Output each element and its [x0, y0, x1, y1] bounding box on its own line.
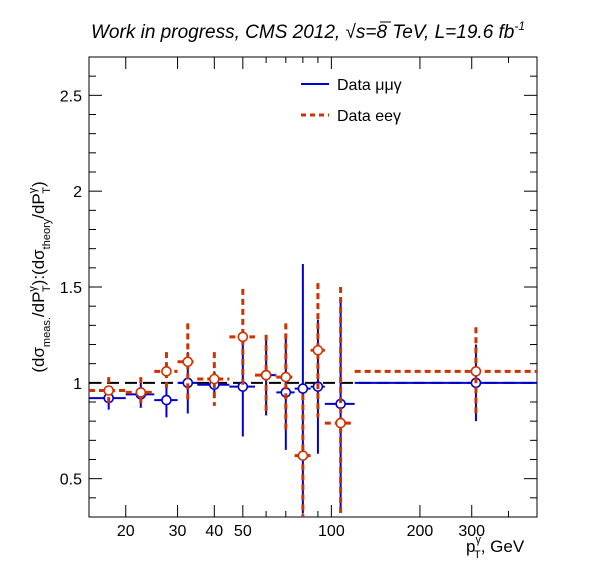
data-point	[154, 352, 178, 391]
point-marker	[135, 387, 147, 398]
x-tick-label: 20	[117, 523, 135, 540]
data-point	[294, 264, 311, 514]
point-marker	[312, 344, 324, 356]
point-marker	[237, 331, 249, 343]
point-marker	[335, 417, 346, 429]
data-point	[276, 323, 295, 431]
y-axis-label: (dσmeas./dPγ T):(dσtheory/dPγ T)	[27, 181, 53, 372]
point-marker	[260, 369, 272, 381]
legend: Data μμγ Data eeγ	[301, 77, 402, 125]
point-marker	[161, 366, 172, 377]
data-point	[254, 334, 277, 416]
data-point	[125, 377, 155, 408]
point-marker	[297, 383, 309, 394]
x-tick-label: 40	[205, 523, 223, 540]
point-marker	[182, 356, 194, 368]
point-marker	[297, 450, 309, 461]
series-mumugamma	[89, 264, 537, 514]
data-point	[294, 394, 311, 517]
data-point	[229, 288, 255, 385]
data-point	[177, 323, 198, 401]
data-series	[89, 264, 537, 517]
data-point	[310, 283, 325, 418]
legend-label-mumugamma: Data μμγ	[337, 77, 402, 94]
y-tick-label: 2.5	[60, 88, 82, 105]
data-point	[154, 382, 178, 418]
data-point	[89, 377, 126, 404]
plot-frame	[88, 56, 538, 518]
point-marker	[103, 385, 114, 396]
x-tick-label: 50	[234, 523, 252, 540]
x-axis: 20 30 40 50 100 200 300	[117, 57, 538, 540]
chart-title: Work in progress, CMS 2012, √s=8 TeV, L=…	[91, 19, 525, 43]
point-marker	[470, 366, 482, 377]
point-marker	[280, 371, 292, 383]
data-point	[197, 352, 230, 406]
y-tick-label: 2	[73, 184, 82, 201]
data-point	[324, 287, 355, 517]
x-tick-label: 100	[318, 523, 345, 540]
x-tick-label: 30	[169, 523, 187, 540]
y-axis: 0.5 1 1.5 2 2.5	[60, 56, 537, 518]
data-point	[354, 327, 537, 416]
y-tick-label: 0.5	[60, 472, 82, 489]
point-marker	[209, 373, 220, 385]
x-tick-label: 200	[407, 523, 434, 540]
legend-label-eegamma: Data eeγ	[337, 108, 401, 125]
data-point	[354, 344, 537, 422]
data-point	[276, 334, 295, 450]
x-tick-label: 300	[458, 523, 485, 540]
point-marker	[161, 394, 172, 406]
series-eegamma	[89, 283, 537, 517]
y-tick-label: 1	[73, 376, 82, 393]
x-axis-label: pγ T, GeV	[466, 534, 525, 561]
y-tick-label: 1.5	[60, 280, 82, 297]
